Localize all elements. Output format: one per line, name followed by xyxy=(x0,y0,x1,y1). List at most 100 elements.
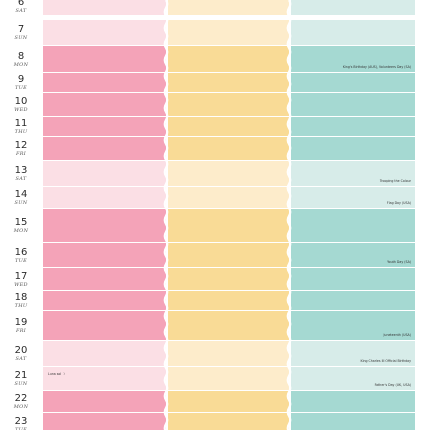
day-cell-teal[interactable]: Father's Day (UK, USA) xyxy=(291,367,415,390)
day-cell-yellow[interactable] xyxy=(168,93,289,116)
day-cell-pink[interactable] xyxy=(43,73,166,92)
day-cell-pink[interactable] xyxy=(43,268,166,290)
day-cell-teal[interactable] xyxy=(291,137,415,160)
day-cell-pink[interactable] xyxy=(43,413,166,430)
day-cell-pink[interactable] xyxy=(43,0,166,15)
day-cell-yellow[interactable] xyxy=(168,413,289,430)
column-3: King's Birthday (AUS), Volunteers Day (S… xyxy=(291,0,415,430)
holiday-note: Flag Day (USA) xyxy=(386,200,411,205)
day-cell-pink[interactable] xyxy=(43,391,166,412)
day-cell-yellow[interactable] xyxy=(168,291,289,310)
date-cell: 12 FRI xyxy=(0,137,42,161)
day-abbreviation: SUN xyxy=(14,35,28,41)
day-cell-teal[interactable]: Youth Day (SA) xyxy=(291,243,415,267)
date-cell: 18 THU xyxy=(0,291,42,311)
day-abbreviation: FRI xyxy=(15,328,27,334)
day-number: 7 xyxy=(17,24,25,35)
day-cell-teal[interactable] xyxy=(291,0,415,15)
wave-line xyxy=(286,0,292,430)
day-cell-teal[interactable] xyxy=(291,20,415,45)
day-cell-teal[interactable] xyxy=(291,391,415,412)
day-abbreviation: WED xyxy=(14,107,28,113)
day-cell-pink[interactable] xyxy=(43,161,166,186)
holiday-note: Youth Day (SA) xyxy=(387,259,411,264)
day-cell-teal[interactable]: King Charles III Official Birthday xyxy=(291,341,415,366)
day-cell-teal[interactable]: King's Birthday (AUS), Volunteers Day (S… xyxy=(291,46,415,72)
day-cell-pink[interactable] xyxy=(43,117,166,136)
day-cell-yellow[interactable] xyxy=(168,137,289,160)
day-number: 13 xyxy=(14,165,28,176)
day-abbreviation: FRI xyxy=(15,151,27,157)
day-number: 12 xyxy=(14,140,28,151)
day-cell-pink[interactable] xyxy=(43,209,166,242)
day-number: 15 xyxy=(14,217,28,228)
day-cell-pink[interactable] xyxy=(43,311,166,340)
day-cell-pink[interactable] xyxy=(43,243,166,267)
day-cell-teal[interactable] xyxy=(291,93,415,116)
day-abbreviation: THU xyxy=(14,303,28,309)
day-cell-teal[interactable]: Juneteenth (USA) xyxy=(291,311,415,340)
wave-divider-2 xyxy=(286,0,292,430)
holiday-note: Father's Day (UK, USA) xyxy=(374,382,411,387)
date-cell: 15 MON xyxy=(0,209,42,243)
day-number: 9 xyxy=(17,74,25,85)
day-cell-yellow[interactable] xyxy=(168,0,289,15)
day-abbreviation: MON xyxy=(13,61,29,68)
day-abbreviation: TUE xyxy=(14,427,28,430)
day-cell-teal[interactable] xyxy=(291,209,415,242)
day-cell-yellow[interactable] xyxy=(168,268,289,290)
day-cell-teal[interactable] xyxy=(291,73,415,92)
wave-divider-1 xyxy=(163,0,169,430)
day-cell-yellow[interactable] xyxy=(168,46,289,72)
day-cell-pink[interactable] xyxy=(43,93,166,116)
day-abbreviation: SAT xyxy=(15,176,27,182)
day-cell-pink[interactable] xyxy=(43,20,166,45)
date-cell: 9 TUE xyxy=(0,73,42,93)
day-abbreviation: SUN xyxy=(14,200,28,206)
day-abbreviation: MON xyxy=(13,404,29,410)
day-number: 18 xyxy=(14,292,28,303)
day-cell-yellow[interactable] xyxy=(168,73,289,92)
day-cell-yellow[interactable] xyxy=(168,391,289,412)
day-cell-pink[interactable] xyxy=(43,137,166,160)
day-cell-yellow[interactable] xyxy=(168,20,289,45)
day-cell-pink[interactable] xyxy=(43,46,166,72)
day-cell-pink[interactable] xyxy=(43,341,166,366)
day-number: 22 xyxy=(14,393,28,404)
day-cell-yellow[interactable] xyxy=(168,161,289,186)
day-number: 20 xyxy=(14,345,28,356)
day-cell-yellow[interactable] xyxy=(168,243,289,267)
day-cell-teal[interactable]: Flag Day (USA) xyxy=(291,187,415,208)
day-cell-teal[interactable]: Trooping the Colour xyxy=(291,161,415,186)
day-cell-yellow[interactable] xyxy=(168,209,289,242)
day-number: 6 xyxy=(17,0,25,8)
holiday-note: Juneteenth (USA) xyxy=(383,332,411,337)
day-number: 11 xyxy=(14,118,28,129)
day-abbreviation: SUN xyxy=(14,381,28,387)
day-cell-pink[interactable] xyxy=(43,187,166,208)
day-cell-yellow[interactable] xyxy=(168,187,289,208)
moon-phase-note: Luna sol ☽ xyxy=(48,372,66,376)
date-column: 6 SAT 7 SUN 8 MON 9 TUE 10 WED 11 THU 12 FRI 13 SAT 14 SU… xyxy=(0,0,42,430)
day-cell-yellow[interactable] xyxy=(168,311,289,340)
day-cell-teal[interactable] xyxy=(291,291,415,310)
day-cell-yellow[interactable] xyxy=(168,117,289,136)
date-cell: 16 TUE xyxy=(0,243,42,268)
day-cell-teal[interactable] xyxy=(291,268,415,290)
day-cell-yellow[interactable] xyxy=(168,367,289,390)
day-number: 21 xyxy=(14,370,28,381)
day-number: 8 xyxy=(17,50,25,62)
day-cell-teal[interactable] xyxy=(291,413,415,430)
day-cell-teal[interactable] xyxy=(291,117,415,136)
column-2 xyxy=(168,0,289,430)
day-cell-pink[interactable] xyxy=(43,291,166,310)
day-cell-yellow[interactable] xyxy=(168,341,289,366)
day-abbreviation: TUE xyxy=(14,85,28,91)
day-abbreviation: WED xyxy=(14,281,28,288)
day-cell-pink[interactable]: Luna sol ☽ xyxy=(43,367,166,390)
holiday-note: King's Birthday (AUS), Volunteers Day (S… xyxy=(342,64,411,69)
day-abbreviation: THU xyxy=(14,129,28,135)
date-cell: 20 SAT xyxy=(0,341,42,367)
date-cell: 8 MON xyxy=(0,46,42,73)
